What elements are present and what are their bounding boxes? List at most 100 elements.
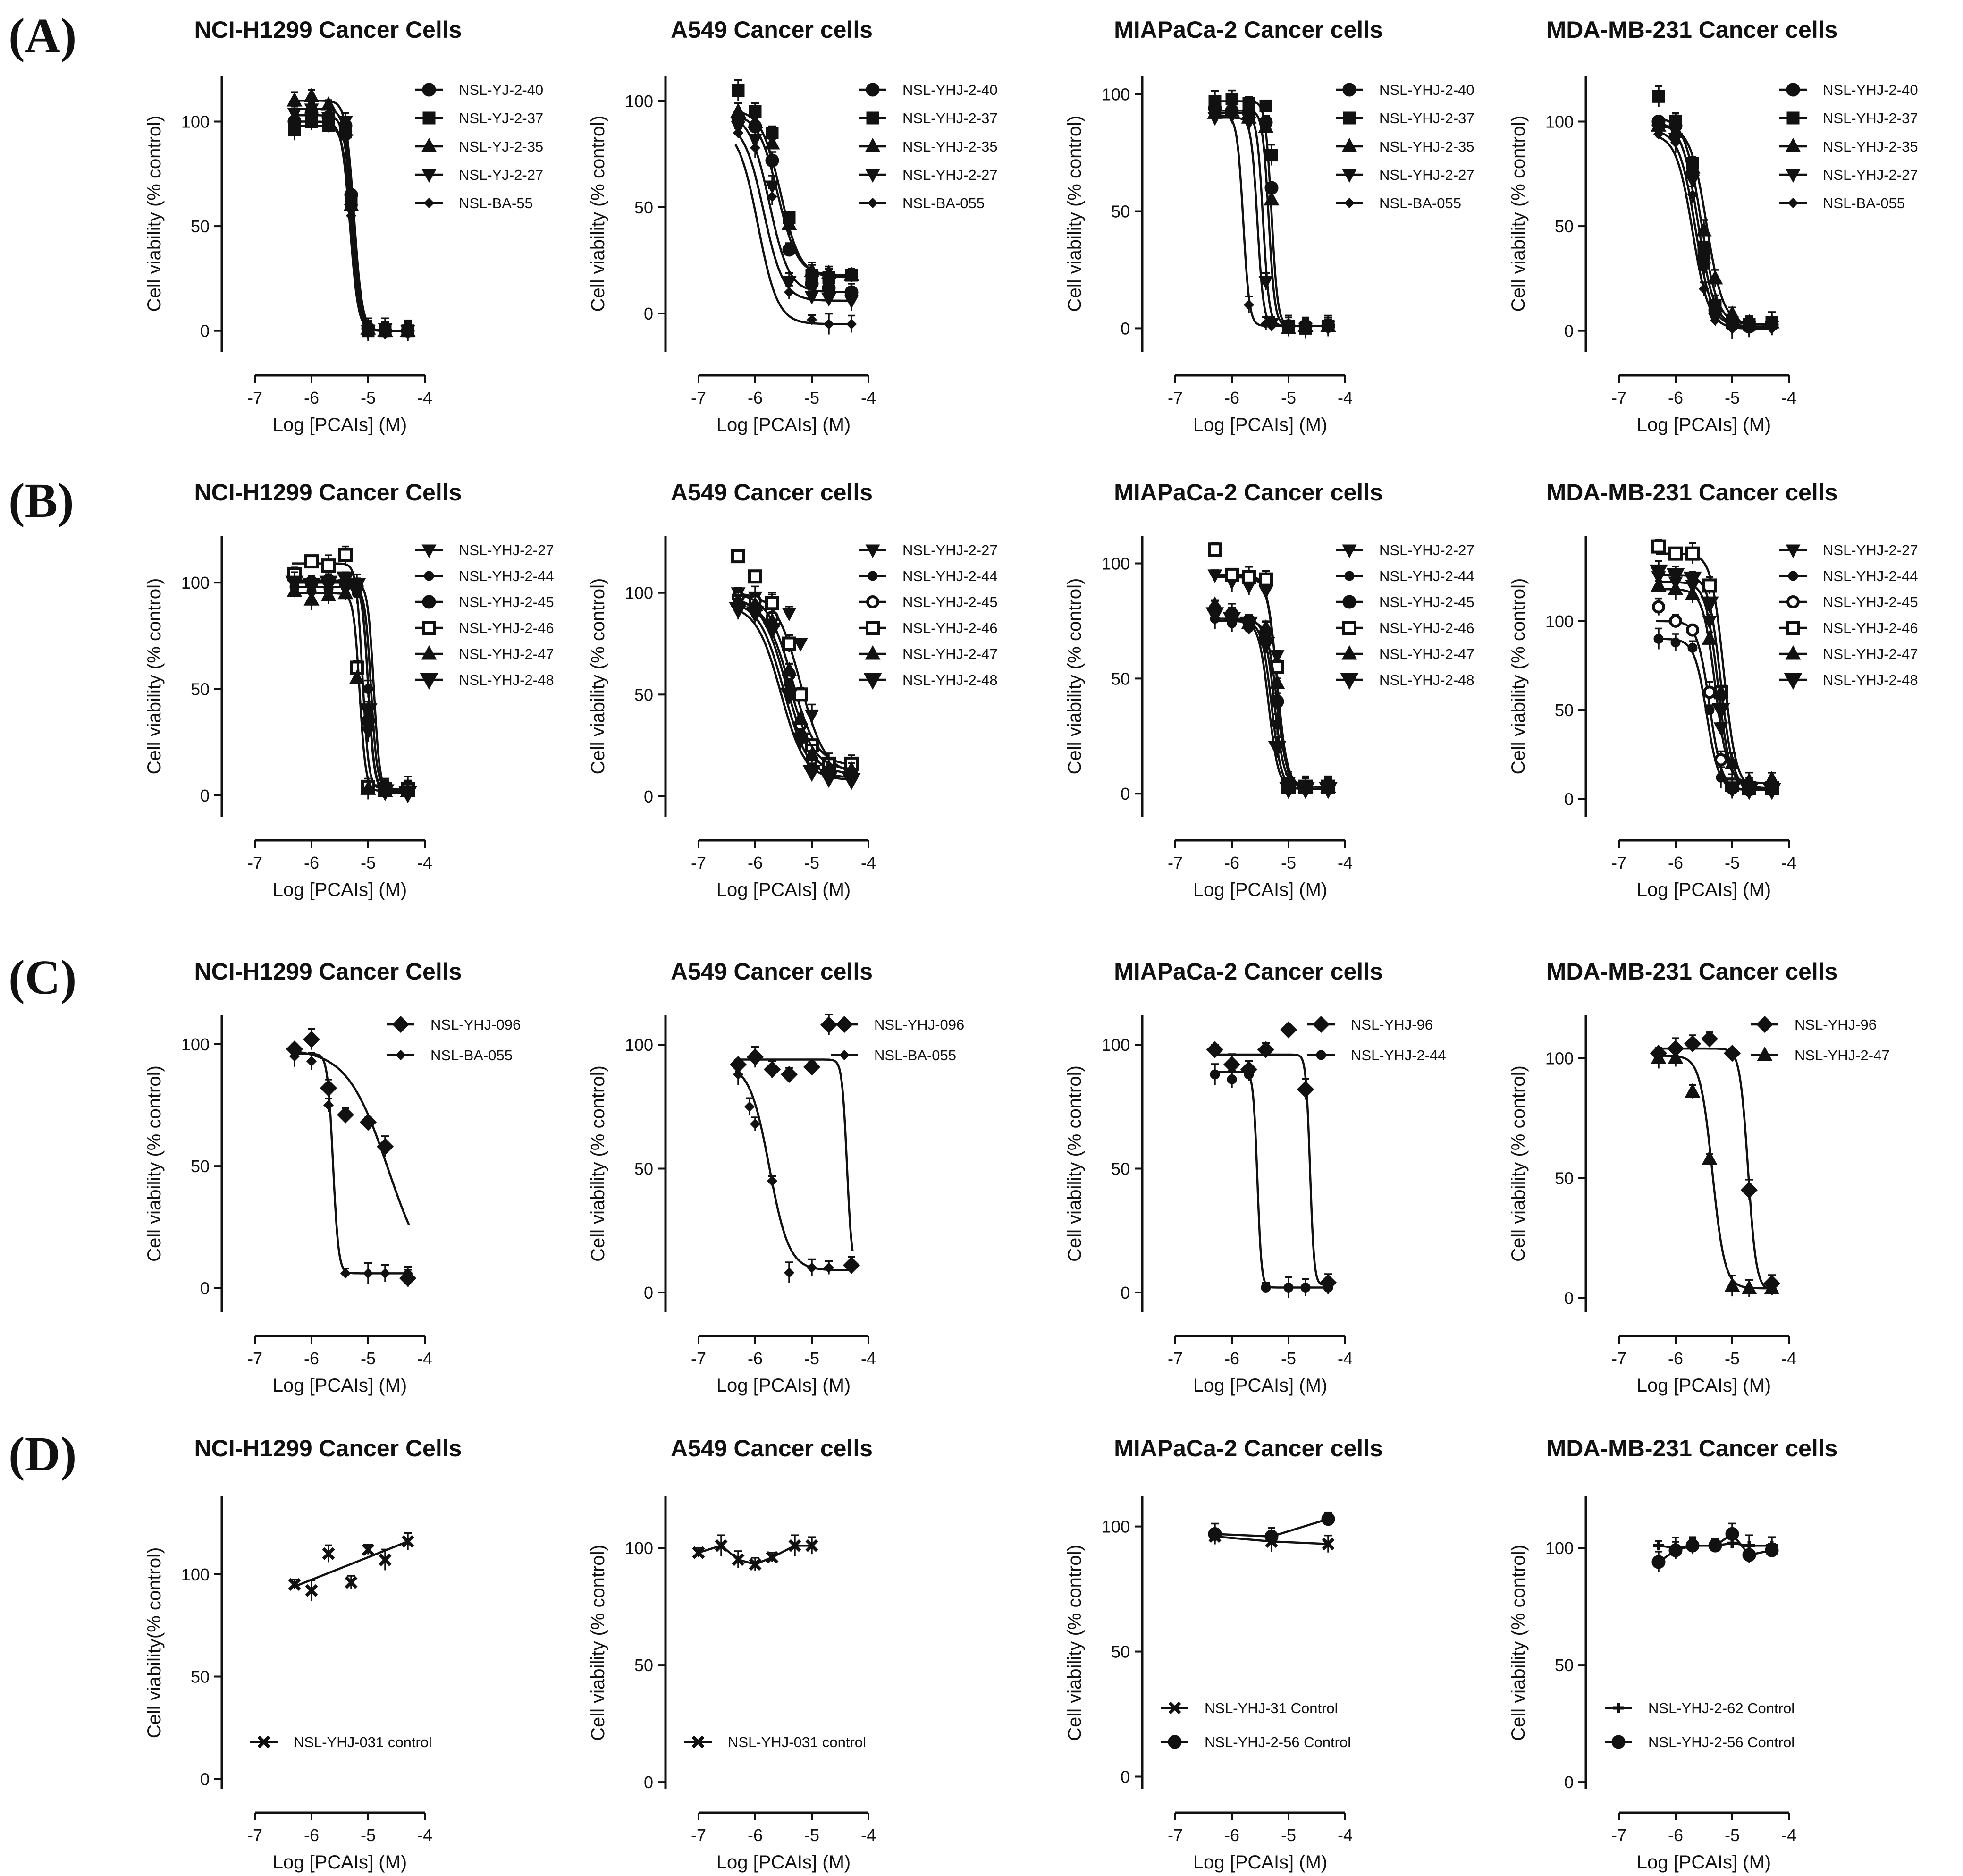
data-point [1244,1069,1254,1080]
data-point [1686,623,1699,637]
series-4 [1653,128,1778,339]
x-tick-label: -7 [1611,1349,1626,1368]
data-point [360,780,376,795]
data-point [1300,323,1311,334]
chart-panel-a-4: MDA-MB-231 Cancer cells 0 50 100 Cell viabil… [1508,17,1918,435]
y-tick-label: 50 [634,198,653,217]
data-point [288,1578,301,1591]
data-point [1206,1041,1224,1058]
data-point [1322,1538,1335,1551]
x-tick-label: -7 [1168,853,1183,872]
y-tick-label: 50 [191,217,210,236]
data-point [1696,221,1712,237]
data-point [746,606,765,623]
data-point [843,266,859,281]
x-tick-label: -5 [804,853,819,872]
x-tick-label: -5 [804,388,819,407]
legend-entry: NSL-YHJ-2-46 [1379,620,1474,636]
legend-entry: NSL-YHJ-2-45 [1823,594,1918,610]
y-tick-label: 0 [644,787,653,806]
legend-marker [1786,83,1800,97]
legend-marker [865,645,881,660]
x-tick-label: -5 [1281,853,1296,872]
x-axis-label: Log [PCAIs] (M) [1637,414,1771,435]
chart-panel-c-1: (C) NCI-H1299 Cancer Cells 0 50 100 Cell viab… [8,950,521,1396]
data-point [792,710,809,725]
data-point [730,103,746,118]
data-point [285,575,304,593]
series-line [1212,1071,1330,1289]
data-point [1669,614,1682,628]
x-tick-label: -5 [361,388,376,407]
data-point [1685,586,1701,600]
legend-entry: NSL-YHJ-2-45 [459,594,554,610]
data-point [323,1099,334,1111]
legend-marker [865,137,881,152]
x-tick-label: -4 [1338,853,1353,872]
data-point [1703,685,1716,699]
data-point [765,180,780,194]
legend-marker [421,544,437,558]
data-point [359,1114,377,1131]
x-tick-label: -5 [361,853,376,872]
data-point [1727,323,1738,334]
series-4 [1209,101,1334,337]
x-tick-label: -4 [1338,388,1353,407]
data-point [1740,1181,1758,1199]
legend-entry: NSL-YHJ-2-27 [1379,167,1474,183]
data-point [1708,1538,1722,1553]
chart-panel-d-1: (D) NCI-H1299 Cancer Cells 0 50 100 Cell viab… [8,1427,462,1873]
data-point [359,703,378,720]
data-point [1724,1277,1740,1292]
chart-title: MDA-MB-231 Cancer cells [1547,479,1838,506]
series-3 [1208,542,1335,797]
x-axis-label: Log [PCAIs] (M) [1193,414,1328,435]
y-tick-label: 50 [634,1159,653,1179]
y-tick-label: 0 [644,304,653,323]
y-tick-label: 100 [1102,1517,1130,1537]
data-point [1323,1283,1333,1293]
x-axis-label: Log [PCAIs] (M) [1193,1375,1328,1396]
legend-marker [1611,1735,1626,1749]
data-point [1685,1538,1700,1553]
data-point [803,1058,821,1076]
chart-panel-b-1: (B) NCI-H1299 Cancer Cells 0 50 100 Cell viab… [8,473,554,900]
chart-panel-b-4: MDA-MB-231 Cancer cells 0 50 100 Cell viabil… [1508,479,1918,900]
y-tick-label: 100 [625,92,653,111]
data-point [821,264,837,279]
x-tick-label: -7 [1611,388,1626,407]
legend-entry: NSL-BA-055 [430,1047,513,1064]
data-point [1207,569,1222,583]
x-axis-label: Log [PCAIs] (M) [273,1852,407,1873]
data-point [321,558,336,573]
legend-marker [1316,1050,1326,1060]
y-tick-label: 50 [634,685,653,704]
data-point [748,569,762,584]
series-1 [733,1063,857,1283]
legend-marker [867,197,878,209]
data-point [1651,539,1666,554]
chart-panel-b-3: MIAPaCa-2 Cancer cells 0 50 100 Cell viabili… [1064,479,1474,900]
data-point [338,548,353,562]
chart-title: A549 Cancer cells [671,479,873,506]
data-point [303,591,320,606]
data-point [1296,782,1315,799]
legend-entry: NSL-YJ-2-27 [459,167,543,183]
series-0 [692,1534,818,1571]
legend-marker [1168,1735,1182,1749]
legend-entry: NSL-BA-055 [874,1047,956,1064]
legend-marker [395,1049,406,1061]
y-tick-label: 50 [1111,1159,1130,1179]
data-point [844,295,859,309]
data-point [1685,1083,1701,1098]
data-point [1300,1283,1311,1293]
data-point [765,596,779,610]
legend-marker [422,83,436,97]
y-tick-label: 50 [191,1667,210,1687]
data-point [767,1175,778,1186]
series-line [1212,114,1330,327]
data-point [1666,568,1685,585]
x-tick-label: -6 [748,388,763,407]
legend-entry: NSL-YHJ-2-47 [1379,646,1474,662]
legend-marker [257,1735,270,1749]
